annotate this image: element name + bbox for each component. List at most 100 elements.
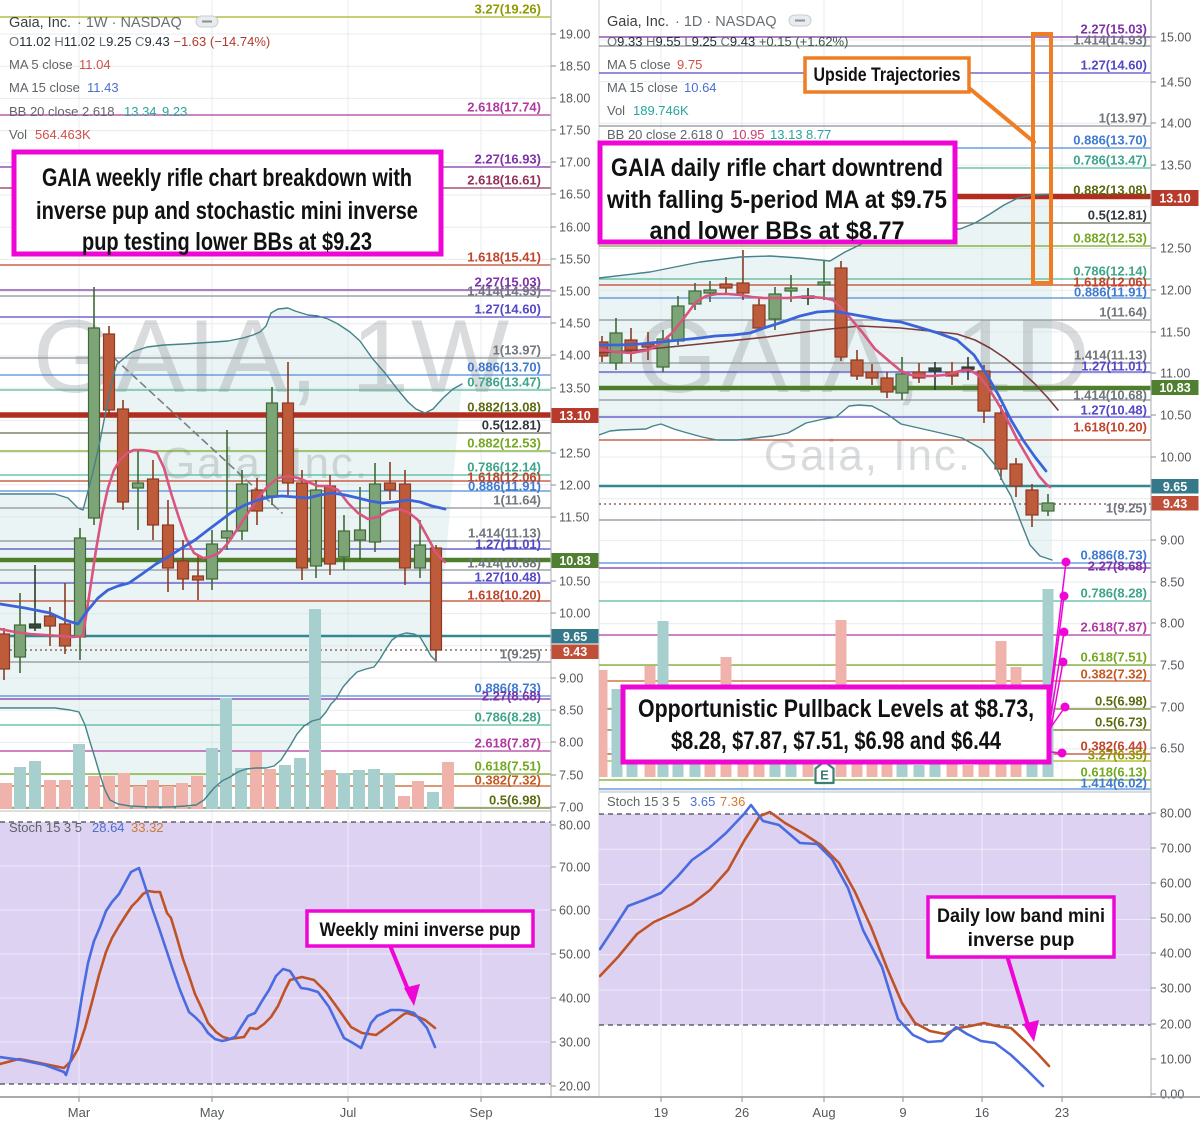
svg-text:10.00: 10.00: [559, 607, 590, 621]
svg-text:60.00: 60.00: [1160, 877, 1191, 891]
svg-text:2.27(8.68): 2.27(8.68): [482, 689, 541, 704]
svg-text:O9.33 H9.55 L9.25 C9.43 +0.15: O9.33 H9.55 L9.25 C9.43 +0.15 (+1.62%): [607, 34, 848, 49]
svg-text:0.882(12.53): 0.882(12.53): [467, 436, 541, 451]
svg-text:MA 5 close: MA 5 close: [9, 57, 73, 72]
svg-text:E: E: [820, 768, 829, 783]
svg-text:0.618(7.51): 0.618(7.51): [475, 759, 542, 774]
svg-text:8.00: 8.00: [559, 736, 583, 750]
svg-text:28.64: 28.64: [92, 820, 125, 835]
svg-text:23: 23: [1055, 1105, 1069, 1120]
svg-text:16.50: 16.50: [559, 188, 590, 202]
svg-text:0.618(7.51): 0.618(7.51): [1081, 650, 1148, 665]
svg-text:9.65: 9.65: [563, 630, 587, 644]
svg-text:10.50: 10.50: [1160, 409, 1191, 423]
svg-text:0.786(13.47): 0.786(13.47): [467, 375, 541, 390]
svg-text:9.65: 9.65: [1163, 480, 1187, 494]
svg-text:GAIA weekly rifle chart breakd: GAIA weekly rifle chart breakdown with: [42, 164, 412, 192]
svg-text:1(13.97): 1(13.97): [1099, 111, 1147, 126]
svg-text:1.27(11.01): 1.27(11.01): [475, 537, 541, 552]
svg-text:May: May: [200, 1105, 225, 1120]
svg-text:0.886(11.91): 0.886(11.91): [1074, 285, 1147, 300]
svg-text:MA 15 close: MA 15 close: [9, 80, 80, 95]
svg-text:15.50: 15.50: [559, 253, 590, 267]
svg-text:9.43: 9.43: [1163, 497, 1187, 511]
svg-text:26: 26: [735, 1105, 749, 1120]
svg-text:0.786(8.28): 0.786(8.28): [475, 710, 542, 725]
svg-text:Gaia, Inc.: Gaia, Inc.: [161, 439, 369, 488]
svg-text:MA 15 close: MA 15 close: [607, 80, 678, 95]
svg-text:GAIA, 1D: GAIA, 1D: [636, 299, 1091, 415]
svg-text:Aug: Aug: [812, 1105, 835, 1120]
svg-text:Vol: Vol: [9, 127, 27, 142]
svg-text:O11.02 H11.02 L9.25 C9.43 −1.: O11.02 H11.02 L9.25 C9.43 −1.63 (−14.74%…: [9, 34, 270, 49]
svg-text:12.50: 12.50: [1160, 242, 1191, 256]
svg-text:inverse pup and stochastic min: inverse pup and stochastic mini inverse: [36, 197, 418, 225]
svg-text:0.786(8.28): 0.786(8.28): [1081, 586, 1148, 601]
svg-text:30.00: 30.00: [559, 1036, 590, 1050]
svg-text:19.00: 19.00: [559, 28, 590, 42]
svg-text:0.886(13.70): 0.886(13.70): [1073, 133, 1147, 148]
svg-text:10.83: 10.83: [1159, 381, 1190, 395]
svg-text:Sep: Sep: [469, 1105, 492, 1120]
svg-text:7.00: 7.00: [559, 801, 583, 815]
svg-text:0.618(6.13): 0.618(6.13): [1081, 765, 1148, 780]
svg-text:7.00: 7.00: [1160, 701, 1184, 715]
svg-text:1(11.64): 1(11.64): [493, 493, 541, 508]
svg-text:16.00: 16.00: [559, 221, 590, 235]
svg-text:1.27(11.01): 1.27(11.01): [1081, 359, 1147, 374]
svg-text:0.886(11.91): 0.886(11.91): [468, 479, 541, 494]
svg-text:12.50: 12.50: [559, 447, 590, 461]
svg-text:$8.28, $7.87, $7.51, $6.98 and: $8.28, $7.87, $7.51, $6.98 and $6.44: [671, 727, 1001, 755]
svg-text:Daily low band mini: Daily low band mini: [937, 906, 1105, 927]
svg-text:7.50: 7.50: [1160, 659, 1184, 673]
svg-text:9.43: 9.43: [563, 645, 587, 659]
svg-text:13.34: 13.34: [124, 104, 157, 119]
svg-text:inverse pup: inverse pup: [968, 930, 1075, 951]
svg-text:564.463K: 564.463K: [35, 127, 91, 142]
svg-text:Opportunistic Pullback Levels: Opportunistic Pullback Levels at $8.73,: [638, 695, 1034, 723]
svg-text:0.5(12.81): 0.5(12.81): [482, 418, 541, 433]
svg-text:16: 16: [975, 1105, 989, 1120]
svg-text:1.618(12.06): 1.618(12.06): [1073, 275, 1147, 290]
svg-text:0.882(13.08): 0.882(13.08): [1073, 183, 1147, 198]
svg-text:1(9.25): 1(9.25): [500, 647, 541, 662]
svg-text:10.64: 10.64: [684, 80, 717, 95]
svg-text:40.00: 40.00: [1160, 947, 1191, 961]
svg-text:70.00: 70.00: [559, 861, 590, 875]
svg-text:1.414(14.93): 1.414(14.93): [1073, 33, 1147, 48]
svg-text:BB 20 close 2.618: BB 20 close 2.618: [9, 104, 115, 119]
svg-text:0.786(12.14): 0.786(12.14): [1073, 264, 1147, 279]
svg-text:0.886(8.73): 0.886(8.73): [1081, 548, 1148, 563]
svg-text:11.50: 11.50: [1160, 326, 1190, 340]
svg-text:1(9.25): 1(9.25): [1106, 501, 1147, 516]
svg-text:Gaia, Inc.: Gaia, Inc.: [607, 14, 669, 30]
svg-text:Mar: Mar: [68, 1105, 91, 1120]
svg-text:BB 20 close 2.618 0: BB 20 close 2.618 0: [607, 127, 723, 142]
svg-text:10.83: 10.83: [559, 554, 590, 568]
svg-text:189.746K: 189.746K: [633, 103, 689, 118]
svg-text:Jul: Jul: [340, 1105, 357, 1120]
svg-text:MA 5 close: MA 5 close: [607, 57, 671, 72]
svg-text:30.00: 30.00: [1160, 982, 1191, 996]
svg-text:20.00: 20.00: [1160, 1018, 1191, 1032]
svg-text:1.27(10.48): 1.27(10.48): [1081, 403, 1148, 418]
svg-text:0.5(6.98): 0.5(6.98): [1095, 694, 1147, 709]
svg-text:GAIA daily rifle chart downtre: GAIA daily rifle chart downtrend: [611, 154, 943, 182]
svg-text:1.414(10.68): 1.414(10.68): [467, 556, 541, 571]
svg-text:11.00: 11.00: [1160, 367, 1190, 381]
svg-text:2.27(16.93): 2.27(16.93): [475, 152, 542, 167]
svg-text:0.382(6.44): 0.382(6.44): [1081, 739, 1148, 754]
svg-text:1.27(10.48): 1.27(10.48): [475, 570, 542, 585]
svg-text:0.882(12.53): 0.882(12.53): [1073, 231, 1147, 246]
svg-text:15.00: 15.00: [1160, 31, 1191, 45]
svg-text:17.50: 17.50: [559, 124, 590, 138]
svg-text:60.00: 60.00: [559, 904, 590, 918]
svg-text:Gaia, Inc.: Gaia, Inc.: [9, 15, 71, 31]
svg-text:2.618(16.61): 2.618(16.61): [467, 173, 541, 188]
svg-text:14.00: 14.00: [1160, 117, 1191, 131]
svg-text:2.618(7.87): 2.618(7.87): [1081, 620, 1148, 635]
svg-text:with falling 5-period MA at $9: with falling 5-period MA at $9.75: [606, 186, 947, 214]
svg-text:0.786(12.14): 0.786(12.14): [467, 460, 541, 475]
svg-text:0.00: 0.00: [1160, 1088, 1184, 1102]
svg-text:14.50: 14.50: [1160, 76, 1191, 90]
